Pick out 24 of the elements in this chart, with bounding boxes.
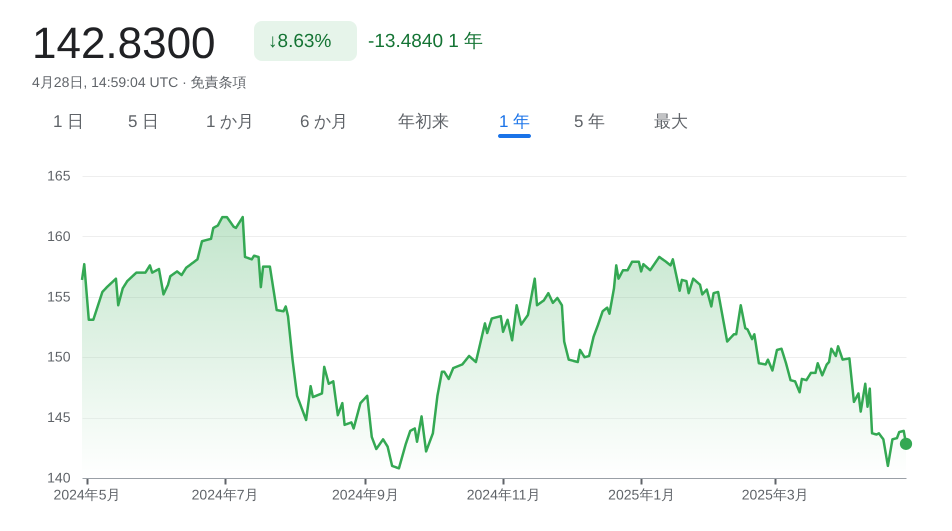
x-tick-label: 2024年9月 [332,486,399,502]
y-tick-label: 150 [47,348,71,365]
y-tick-label: 155 [47,288,71,304]
text: 1 か月 [206,112,254,131]
text: ↓8.63% [268,31,332,52]
x-tick-label: 2025年3月 [742,486,809,502]
x-tick-label: 2024年7月 [192,486,259,502]
text: 6 か月 [300,112,348,131]
chart-title: 142.8300 [32,19,216,68]
x-tick-label: 2024年11月 [466,486,540,502]
y-tick-label: 160 [47,228,71,244]
text: 1 年 [499,112,530,131]
text: 最大 [654,112,688,131]
y-tick-label: 140 [47,470,71,486]
text: -13.4840 1 年 [368,31,484,52]
text: 年初来 [398,112,449,131]
text: 5 年 [574,112,606,131]
text: 5 日 [128,112,160,131]
x-tick-label: 2024年5月 [54,486,120,502]
text: 1 日 [53,112,84,131]
y-tick-label: 165 [47,168,71,184]
x-tick-label: 2025年1月 [608,486,676,502]
text: 4月28日, 14:59:04 UTC · 免責条項 [32,74,247,90]
y-tick-label: 145 [47,409,71,426]
